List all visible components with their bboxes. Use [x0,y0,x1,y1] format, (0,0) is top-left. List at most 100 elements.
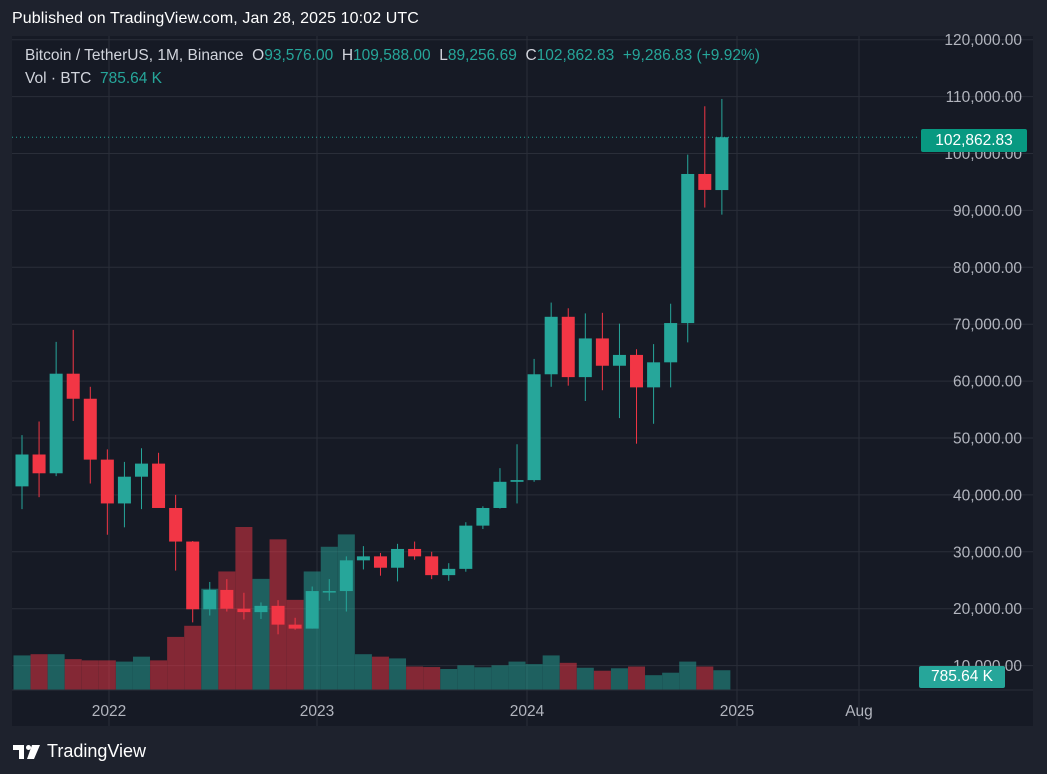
candle-body [459,525,473,569]
x-axis-label: 2024 [510,703,545,720]
x-axis-label: Aug [845,703,873,720]
candle-body [612,354,626,366]
volume-bar [30,654,48,690]
volume-bar [662,672,680,690]
candle-body [561,316,575,378]
candle-body [510,480,524,482]
x-axis-label: 2023 [300,703,334,720]
volume-bar [696,666,714,690]
candle-body [373,556,387,568]
candle-body [544,316,558,375]
legend-close-label: C [525,47,537,64]
volume-bar [115,661,133,690]
candle-body [237,608,251,613]
volume-bar [320,546,338,690]
candle-body [117,476,131,504]
candle-body [271,605,285,625]
candle-body [664,323,678,363]
x-axis-label: 2025 [720,703,754,720]
volume-bar [508,661,526,690]
candle-body [288,624,302,629]
candle-body [32,454,46,474]
candle-body [15,454,29,487]
volume-bar [201,588,219,690]
candle-body [647,362,661,388]
legend-high-label: H [341,47,354,64]
legend-low: 89,256.69 [447,47,517,64]
tradingview-logo-icon [13,744,40,759]
legend-change: +9,286.83 (+9.92%) [622,47,760,64]
volume-bar [286,599,304,690]
volume-bar [423,667,441,690]
brand-name: TradingView [47,741,147,761]
volume-bar [371,656,389,690]
y-axis-label: 90,000.00 [953,203,1022,220]
volume-bar [252,578,270,690]
y-axis-label: 40,000.00 [953,487,1022,504]
candle-body [134,463,148,477]
volume-bar [13,655,31,690]
volume-tag: 785.64 K [919,666,1005,688]
y-axis-label: 110,000.00 [946,89,1023,106]
candle-body [152,463,166,508]
candle-body [527,374,541,481]
volume-bar [150,660,168,690]
y-axis-label: 30,000.00 [953,544,1022,561]
volume-bar [440,669,458,690]
volume-bar [525,664,543,690]
volume-bar [491,665,509,690]
volume-bar [81,660,99,690]
volume-bar [713,670,731,690]
candle-body [476,507,490,526]
candle-body [425,556,439,576]
volume-bar [98,660,116,690]
candle-body [203,589,217,610]
volume-bar [559,662,577,690]
volume-bar [610,668,628,690]
volume-bar [593,670,611,690]
volume-bar [64,659,82,690]
candle-body [493,481,507,508]
legend-low-label: L [439,47,448,64]
candle-body [49,373,63,474]
ohlc-legend: Bitcoin / TetherUS, 1M, Binance O93,576.… [25,47,760,65]
volume-bar [457,665,475,690]
volume-bar [474,667,492,690]
legend-open: 93,576.00 [264,47,334,64]
y-axis-label: 20,000.00 [953,601,1022,618]
volume-bar [628,666,646,690]
candle-body [83,398,97,460]
candle-body [578,338,592,378]
volume-bar [542,655,560,690]
last-price-tag: 102,862.83 [921,129,1027,152]
volume-label: Vol · BTC [25,70,92,87]
candle-body [442,568,456,576]
candle-body [254,605,268,613]
candle-body [186,541,200,610]
candle-body [305,591,319,629]
volume-bar [645,675,663,690]
candle-body [322,591,336,593]
volume-bar [679,661,697,690]
candle-body [66,373,80,399]
candle-body [356,556,370,561]
candle-body [169,507,183,542]
volume-bar [406,666,424,690]
y-axis-label: 60,000.00 [953,374,1022,391]
volume-bar [354,654,372,690]
legend-symbol: Bitcoin / TetherUS, 1M, Binance [25,47,244,64]
volume-bar [184,625,202,690]
candle-body [391,548,405,568]
candle-body [681,173,695,324]
volume-bar [576,667,594,690]
legend-close: 102,862.83 [536,47,615,64]
y-axis-label: 70,000.00 [953,317,1022,334]
volume-value: 785.64 K [99,70,163,87]
candle-body [100,459,114,504]
candle-body [630,354,644,388]
volume-legend: Vol · BTC 785.64 K [25,70,162,88]
candle-body [220,589,234,609]
tradingview-logo[interactable]: TradingView [13,741,146,762]
y-axis-label: 50,000.00 [953,431,1022,448]
